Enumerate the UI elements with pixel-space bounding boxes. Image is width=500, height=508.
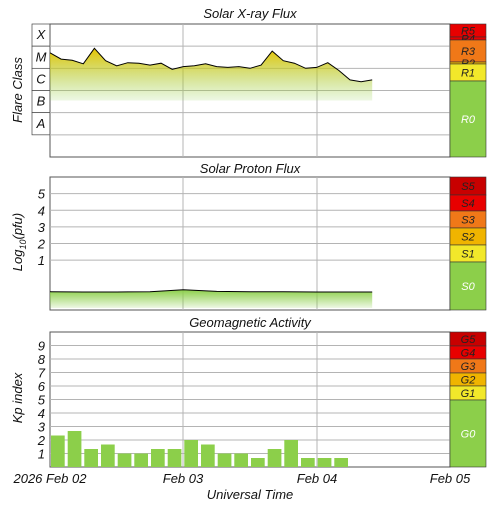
flare-class-label: X bbox=[36, 27, 47, 42]
scale-label: G1 bbox=[461, 388, 476, 400]
proton-tick-label: 3 bbox=[38, 220, 46, 235]
scale-label: S1 bbox=[461, 249, 474, 261]
radiation-storm-scale: S5 S4 S3 S2 S1 S0 bbox=[449, 176, 487, 311]
xray-flux-line bbox=[49, 47, 373, 83]
proton-ylabel-sub: 10 bbox=[18, 240, 28, 250]
scale-label: R3 bbox=[461, 46, 476, 58]
scale-label: G2 bbox=[461, 375, 476, 387]
proton-ylabel-tail: (pfu) bbox=[10, 213, 25, 240]
kp-bar bbox=[267, 449, 282, 467]
kp-bar bbox=[201, 444, 215, 467]
kp-grid bbox=[50, 332, 450, 467]
proton-grid bbox=[50, 177, 450, 310]
kp-tick-label: 9 bbox=[38, 339, 45, 354]
kp-bar bbox=[334, 458, 348, 467]
kp-bar bbox=[151, 449, 165, 467]
proton-flux-fill bbox=[50, 289, 373, 308]
kp-bar bbox=[117, 453, 132, 467]
proton-ylabel-main: Log bbox=[10, 249, 25, 271]
scale-label: R0 bbox=[461, 114, 476, 126]
kp-bar bbox=[251, 458, 265, 467]
kp-bar bbox=[284, 440, 298, 467]
scale-label: S5 bbox=[461, 181, 475, 193]
xray-ylabel: Flare Class bbox=[10, 57, 25, 123]
flare-class-label: B bbox=[37, 94, 46, 109]
proton-tick-label: 4 bbox=[38, 203, 45, 218]
scale-label: G0 bbox=[461, 429, 477, 441]
kp-ylabel: Kp index bbox=[10, 372, 25, 423]
kp-tick-label: 7 bbox=[38, 366, 46, 381]
scale-level-g0 bbox=[449, 399, 487, 468]
scale-label: S4 bbox=[461, 198, 474, 210]
proton-title: Solar Proton Flux bbox=[200, 161, 301, 176]
proton-tick-label: 2 bbox=[37, 237, 46, 252]
kp-bar bbox=[317, 458, 332, 467]
proton-ylabel: Log10(pfu) bbox=[10, 213, 28, 271]
scale-label: G4 bbox=[461, 348, 476, 360]
kp-bar bbox=[184, 440, 198, 467]
proton-tick-labels: 54 3 21 bbox=[37, 187, 46, 269]
scale-label: S2 bbox=[461, 232, 474, 244]
scale-level-s0 bbox=[449, 261, 487, 311]
kp-bar bbox=[167, 449, 182, 467]
kp-bar bbox=[84, 449, 98, 467]
kp-tick-label: 2 bbox=[37, 433, 46, 448]
kp-tick-label: 4 bbox=[38, 406, 45, 421]
kp-bar bbox=[51, 435, 65, 467]
kp-title: Geomagnetic Activity bbox=[189, 315, 312, 330]
proton-tick-label: 5 bbox=[38, 187, 46, 202]
flare-class-label: M bbox=[36, 49, 47, 64]
kp-bar bbox=[134, 453, 148, 467]
kp-tick-label: 8 bbox=[38, 352, 46, 367]
scale-label: S0 bbox=[461, 281, 475, 293]
kp-tick-label: 6 bbox=[38, 379, 46, 394]
flare-class-label: C bbox=[36, 71, 46, 86]
kp-bar bbox=[301, 458, 315, 467]
kp-bar bbox=[101, 444, 115, 467]
x-axis-label: Universal Time bbox=[207, 487, 294, 502]
x-tick-label: Feb 04 bbox=[297, 471, 337, 486]
kp-bar bbox=[67, 431, 82, 467]
kp-tick-label: 3 bbox=[38, 420, 46, 435]
scale-label: R1 bbox=[461, 68, 475, 80]
kp-bar bbox=[234, 453, 248, 467]
proton-tick-label: 1 bbox=[38, 253, 45, 268]
scale-label: G5 bbox=[461, 334, 477, 346]
xray-flux-fill bbox=[50, 48, 373, 101]
kp-tick-label: 1 bbox=[38, 447, 45, 462]
kp-bar bbox=[217, 453, 232, 467]
kp-panel: Geomagnetic Activity Kp index 987654321 … bbox=[10, 315, 487, 468]
x-tick-label: 2026 Feb 02 bbox=[12, 471, 87, 486]
time-axis: 2026 Feb 02 Feb 03 Feb 04 Feb 05 Univers… bbox=[12, 471, 471, 502]
radio-blackout-scale: R5R4R3R2R1R0 bbox=[449, 23, 487, 158]
proton-flux-line bbox=[49, 289, 373, 293]
x-tick-label: Feb 03 bbox=[163, 471, 204, 486]
scale-label: S3 bbox=[461, 215, 475, 227]
xray-title: Solar X-ray Flux bbox=[203, 6, 297, 21]
flare-class-label: A bbox=[36, 116, 46, 131]
scale-level-r0 bbox=[449, 80, 487, 158]
kp-bars bbox=[51, 431, 348, 467]
kp-tick-label: 5 bbox=[38, 393, 46, 408]
scale-label: R5 bbox=[461, 26, 476, 38]
x-tick-label: Feb 05 bbox=[430, 471, 471, 486]
scale-label: G3 bbox=[461, 361, 477, 373]
